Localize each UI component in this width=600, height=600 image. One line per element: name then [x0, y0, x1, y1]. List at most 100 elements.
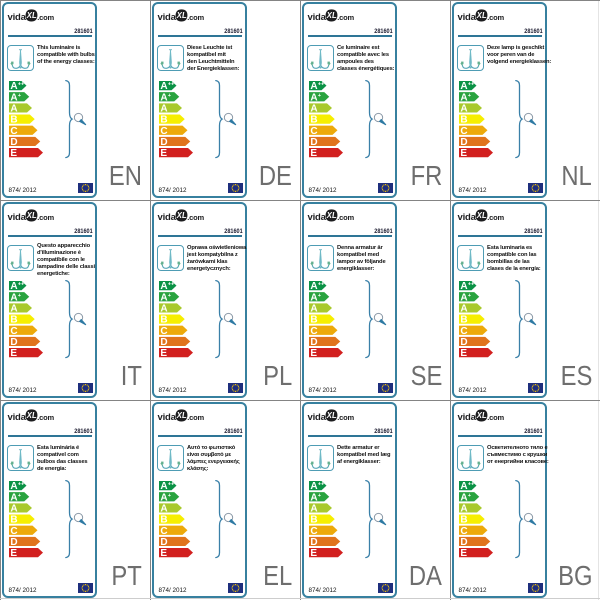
svg-text:D: D — [310, 536, 317, 547]
svg-text:XL: XL — [26, 11, 37, 20]
svg-text:A: A — [10, 303, 17, 314]
svg-text:D: D — [10, 536, 17, 547]
svg-text:++: ++ — [18, 481, 25, 487]
svg-text:XL: XL — [176, 411, 187, 420]
svg-text:E: E — [10, 548, 17, 558]
svg-text:A: A — [460, 281, 467, 292]
svg-text:A: A — [310, 292, 317, 303]
svg-text:A: A — [310, 281, 317, 292]
svg-text:C: C — [460, 325, 467, 336]
svg-text:A: A — [160, 92, 167, 103]
svg-text:D: D — [460, 336, 467, 347]
svg-text:XL: XL — [476, 211, 487, 220]
svg-text:A: A — [460, 503, 467, 514]
svg-text:A: A — [460, 303, 467, 314]
svg-text:C: C — [10, 325, 17, 336]
svg-text:D: D — [460, 136, 467, 147]
svg-text:XL: XL — [326, 211, 337, 220]
svg-text:++: ++ — [18, 281, 25, 287]
svg-text:C: C — [310, 325, 317, 336]
svg-text:A: A — [10, 292, 17, 303]
svg-text:E: E — [160, 148, 167, 158]
svg-text:D: D — [10, 336, 17, 347]
svg-text:XL: XL — [326, 11, 337, 20]
svg-text:B: B — [460, 314, 467, 325]
svg-text:+: + — [168, 492, 172, 498]
svg-text:A: A — [460, 81, 467, 92]
svg-text:A: A — [160, 81, 167, 92]
svg-text:A: A — [160, 303, 167, 314]
svg-text:B: B — [460, 114, 467, 125]
svg-text:A: A — [310, 103, 317, 114]
svg-text:XL: XL — [26, 411, 37, 420]
svg-text:B: B — [460, 514, 467, 525]
svg-text:+: + — [18, 492, 22, 498]
svg-text:XL: XL — [476, 11, 487, 20]
svg-text:B: B — [310, 514, 317, 525]
svg-text:+: + — [468, 492, 472, 498]
svg-text:A: A — [310, 81, 317, 92]
svg-text:++: ++ — [168, 481, 175, 487]
svg-text:A: A — [460, 481, 467, 492]
svg-text:A: A — [460, 492, 467, 503]
svg-text:C: C — [10, 525, 17, 536]
svg-text:A: A — [160, 281, 167, 292]
svg-text:+: + — [18, 92, 22, 98]
svg-text:XL: XL — [176, 11, 187, 20]
svg-text:A: A — [460, 292, 467, 303]
svg-text:C: C — [160, 525, 167, 536]
svg-text:E: E — [10, 348, 17, 358]
svg-text:A: A — [310, 481, 317, 492]
svg-text:C: C — [310, 525, 317, 536]
svg-text:++: ++ — [468, 481, 475, 487]
svg-text:D: D — [310, 336, 317, 347]
svg-text:E: E — [310, 548, 317, 558]
svg-text:+: + — [318, 492, 322, 498]
svg-text:A: A — [310, 303, 317, 314]
svg-text:A: A — [460, 92, 467, 103]
svg-text:B: B — [10, 314, 17, 325]
svg-text:C: C — [160, 325, 167, 336]
svg-text:A: A — [160, 292, 167, 303]
svg-text:+: + — [468, 92, 472, 98]
svg-text:XL: XL — [326, 411, 337, 420]
svg-text:B: B — [160, 314, 167, 325]
svg-text:++: ++ — [318, 281, 325, 287]
svg-text:D: D — [160, 536, 167, 547]
svg-text:A: A — [10, 81, 17, 92]
svg-text:A: A — [310, 492, 317, 503]
svg-text:XL: XL — [476, 411, 487, 420]
svg-text:A: A — [160, 103, 167, 114]
svg-text:+: + — [18, 292, 22, 298]
svg-text:A: A — [160, 492, 167, 503]
svg-text:E: E — [460, 348, 467, 358]
svg-text:D: D — [160, 336, 167, 347]
svg-text:D: D — [160, 136, 167, 147]
svg-text:++: ++ — [18, 81, 25, 87]
svg-text:D: D — [460, 536, 467, 547]
svg-text:+: + — [318, 292, 322, 298]
svg-text:E: E — [310, 348, 317, 358]
svg-text:D: D — [310, 136, 317, 147]
svg-text:++: ++ — [468, 281, 475, 287]
svg-text:A: A — [10, 481, 17, 492]
svg-text:C: C — [10, 125, 17, 136]
svg-text:B: B — [10, 514, 17, 525]
svg-text:A: A — [160, 481, 167, 492]
svg-text:+: + — [468, 292, 472, 298]
svg-text:E: E — [310, 148, 317, 158]
svg-text:A: A — [10, 92, 17, 103]
svg-text:E: E — [460, 148, 467, 158]
svg-text:A: A — [10, 103, 17, 114]
svg-text:C: C — [310, 125, 317, 136]
svg-text:+: + — [168, 92, 172, 98]
svg-text:E: E — [160, 348, 167, 358]
svg-text:A: A — [160, 503, 167, 514]
svg-text:++: ++ — [318, 81, 325, 87]
svg-text:E: E — [160, 548, 167, 558]
svg-text:+: + — [318, 92, 322, 98]
svg-text:++: ++ — [468, 81, 475, 87]
svg-text:C: C — [460, 125, 467, 136]
svg-text:A: A — [310, 92, 317, 103]
svg-text:B: B — [310, 314, 317, 325]
